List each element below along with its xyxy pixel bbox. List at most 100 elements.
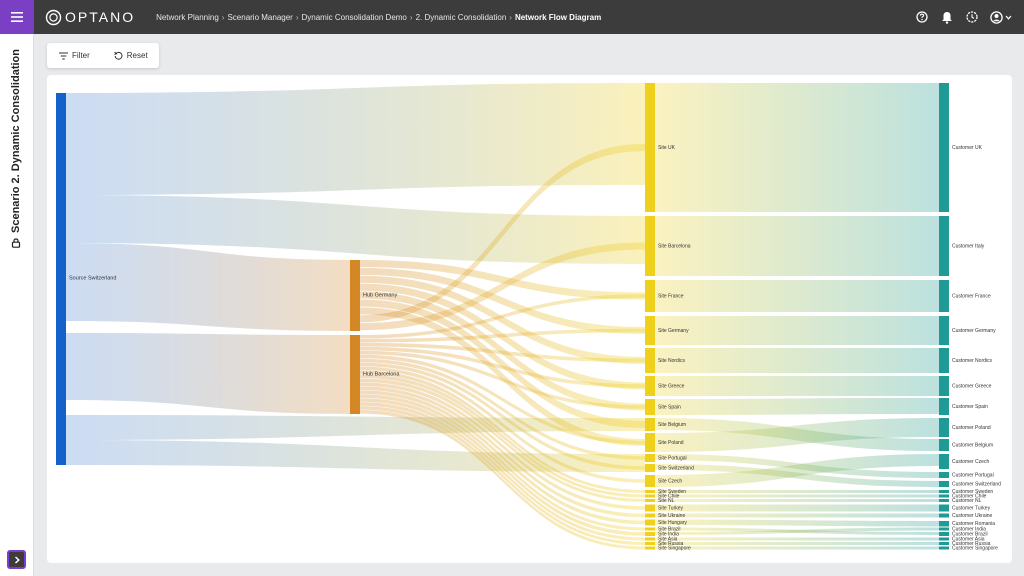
link-hub-site[interactable] xyxy=(360,358,645,460)
link-hub-site[interactable] xyxy=(360,242,645,331)
link-site-customer[interactable] xyxy=(655,494,939,498)
node-customer-nordics[interactable] xyxy=(939,348,949,373)
node-customer-belgium[interactable] xyxy=(939,439,949,451)
link-source-hub-barcelona[interactable] xyxy=(66,333,350,414)
node-site-sweden[interactable] xyxy=(645,490,655,493)
node-customer-india[interactable] xyxy=(939,527,949,531)
link-hub-site[interactable] xyxy=(360,307,645,447)
node-customer-france[interactable] xyxy=(939,280,949,312)
link-hub-site[interactable] xyxy=(360,294,645,339)
link-hub-site[interactable] xyxy=(360,275,645,365)
user-menu[interactable] xyxy=(990,10,1012,24)
node-site-czech[interactable] xyxy=(645,475,655,487)
node-site-poland[interactable] xyxy=(645,433,655,452)
node-site-belgium[interactable] xyxy=(645,418,655,431)
node-customer-romania[interactable] xyxy=(939,521,949,527)
link-source-site-uk[interactable] xyxy=(66,83,645,195)
link-site-customer[interactable] xyxy=(655,542,939,545)
link-site-customer[interactable] xyxy=(655,280,939,312)
node-site-barcelona[interactable] xyxy=(645,216,655,276)
node-customer-germany[interactable] xyxy=(939,316,949,345)
breadcrumb-scenario[interactable]: 2. Dynamic Consolidation xyxy=(415,12,507,22)
node-customer-asia[interactable] xyxy=(939,537,949,541)
link-site-customer[interactable] xyxy=(655,504,939,512)
link-hub-site[interactable] xyxy=(360,378,645,502)
node-customer-poland[interactable] xyxy=(939,418,949,437)
node-customer-sweden[interactable] xyxy=(939,490,949,493)
link-hub-site[interactable] xyxy=(360,342,645,363)
link-site-customer[interactable] xyxy=(655,454,939,487)
link-site-customer[interactable] xyxy=(655,83,939,212)
link-site-customer[interactable] xyxy=(655,519,939,527)
link-hub-site[interactable] xyxy=(360,374,645,498)
link-site-customer[interactable] xyxy=(655,537,939,541)
link-hub-site[interactable] xyxy=(360,382,645,510)
node-customer-russia[interactable] xyxy=(939,542,949,545)
node-source-switzerland[interactable] xyxy=(56,93,66,465)
node-customer-spain[interactable] xyxy=(939,398,949,415)
expand-sidebar-button[interactable] xyxy=(7,550,26,569)
node-customer-singapore[interactable] xyxy=(939,546,949,550)
node-site-germany[interactable] xyxy=(645,316,655,345)
node-site-hungary[interactable] xyxy=(645,519,655,526)
node-site-nl[interactable] xyxy=(645,499,655,502)
link-hub-site[interactable] xyxy=(360,260,645,300)
node-site-uk[interactable] xyxy=(645,83,655,212)
link-hub-site[interactable] xyxy=(360,370,645,493)
link-hub-site[interactable] xyxy=(360,390,645,525)
link-site-customer[interactable] xyxy=(655,546,939,550)
link-site-customer[interactable] xyxy=(655,376,939,396)
notifications-button[interactable] xyxy=(940,10,954,24)
node-site-nordics[interactable] xyxy=(645,348,655,373)
link-hub-site[interactable] xyxy=(360,394,645,531)
logo[interactable]: OPTANO xyxy=(45,9,135,26)
breadcrumb-network-planning[interactable]: Network Planning xyxy=(156,12,219,22)
breadcrumb-demo[interactable]: Dynamic Consolidation Demo xyxy=(301,12,407,22)
node-customer-brazil[interactable] xyxy=(939,532,949,536)
link-site-customer[interactable] xyxy=(655,398,939,415)
history-button[interactable] xyxy=(965,10,979,24)
link-hub-site[interactable] xyxy=(360,386,645,518)
link-source-hub-germany[interactable] xyxy=(66,243,350,331)
link-site-customer[interactable] xyxy=(655,527,939,536)
node-customer-portugal[interactable] xyxy=(939,472,949,478)
link-site-customer[interactable] xyxy=(655,348,939,373)
node-site-turkey[interactable] xyxy=(645,504,655,512)
node-site-switzerland[interactable] xyxy=(645,464,655,472)
node-site-portugal[interactable] xyxy=(645,454,655,462)
reset-button[interactable]: Reset xyxy=(102,43,160,68)
node-customer-italy[interactable] xyxy=(939,216,949,276)
breadcrumb-scenario-manager[interactable]: Scenario Manager xyxy=(227,12,293,22)
node-customer-czech[interactable] xyxy=(939,454,949,469)
link-hub-site[interactable] xyxy=(360,366,645,483)
node-site-india[interactable] xyxy=(645,532,655,536)
node-site-russia[interactable] xyxy=(645,542,655,545)
link-site-customer[interactable] xyxy=(655,499,939,502)
link-site-customer[interactable] xyxy=(655,513,939,518)
link-site-customer[interactable] xyxy=(655,490,939,493)
node-customer-turkey[interactable] xyxy=(939,504,949,512)
node-site-chile[interactable] xyxy=(645,494,655,498)
node-site-greece[interactable] xyxy=(645,376,655,396)
node-site-singapore[interactable] xyxy=(645,546,655,550)
node-site-asia[interactable] xyxy=(645,537,655,541)
link-hub-site[interactable] xyxy=(360,354,645,445)
link-hub-site[interactable] xyxy=(360,398,645,536)
link-source-site-barcelona[interactable] xyxy=(66,195,645,264)
node-site-france[interactable] xyxy=(645,280,655,312)
link-source-site-portugal[interactable] xyxy=(66,440,645,472)
node-customer-ukraine[interactable] xyxy=(939,513,949,518)
link-hub-site[interactable] xyxy=(360,350,645,409)
link-hub-site[interactable] xyxy=(360,143,645,323)
link-hub-site[interactable] xyxy=(360,328,645,343)
link-hub-site[interactable] xyxy=(360,406,645,545)
node-customer-greece[interactable] xyxy=(939,376,949,396)
node-customer-nl[interactable] xyxy=(939,499,949,502)
node-site-brazil[interactable] xyxy=(645,527,655,531)
node-hub-germany[interactable] xyxy=(350,260,360,331)
link-site-customer[interactable] xyxy=(655,316,939,345)
menu-button[interactable] xyxy=(0,0,34,34)
filter-button[interactable]: Filter xyxy=(47,43,102,68)
link-hub-site[interactable] xyxy=(360,362,645,470)
link-hub-site[interactable] xyxy=(360,346,645,388)
